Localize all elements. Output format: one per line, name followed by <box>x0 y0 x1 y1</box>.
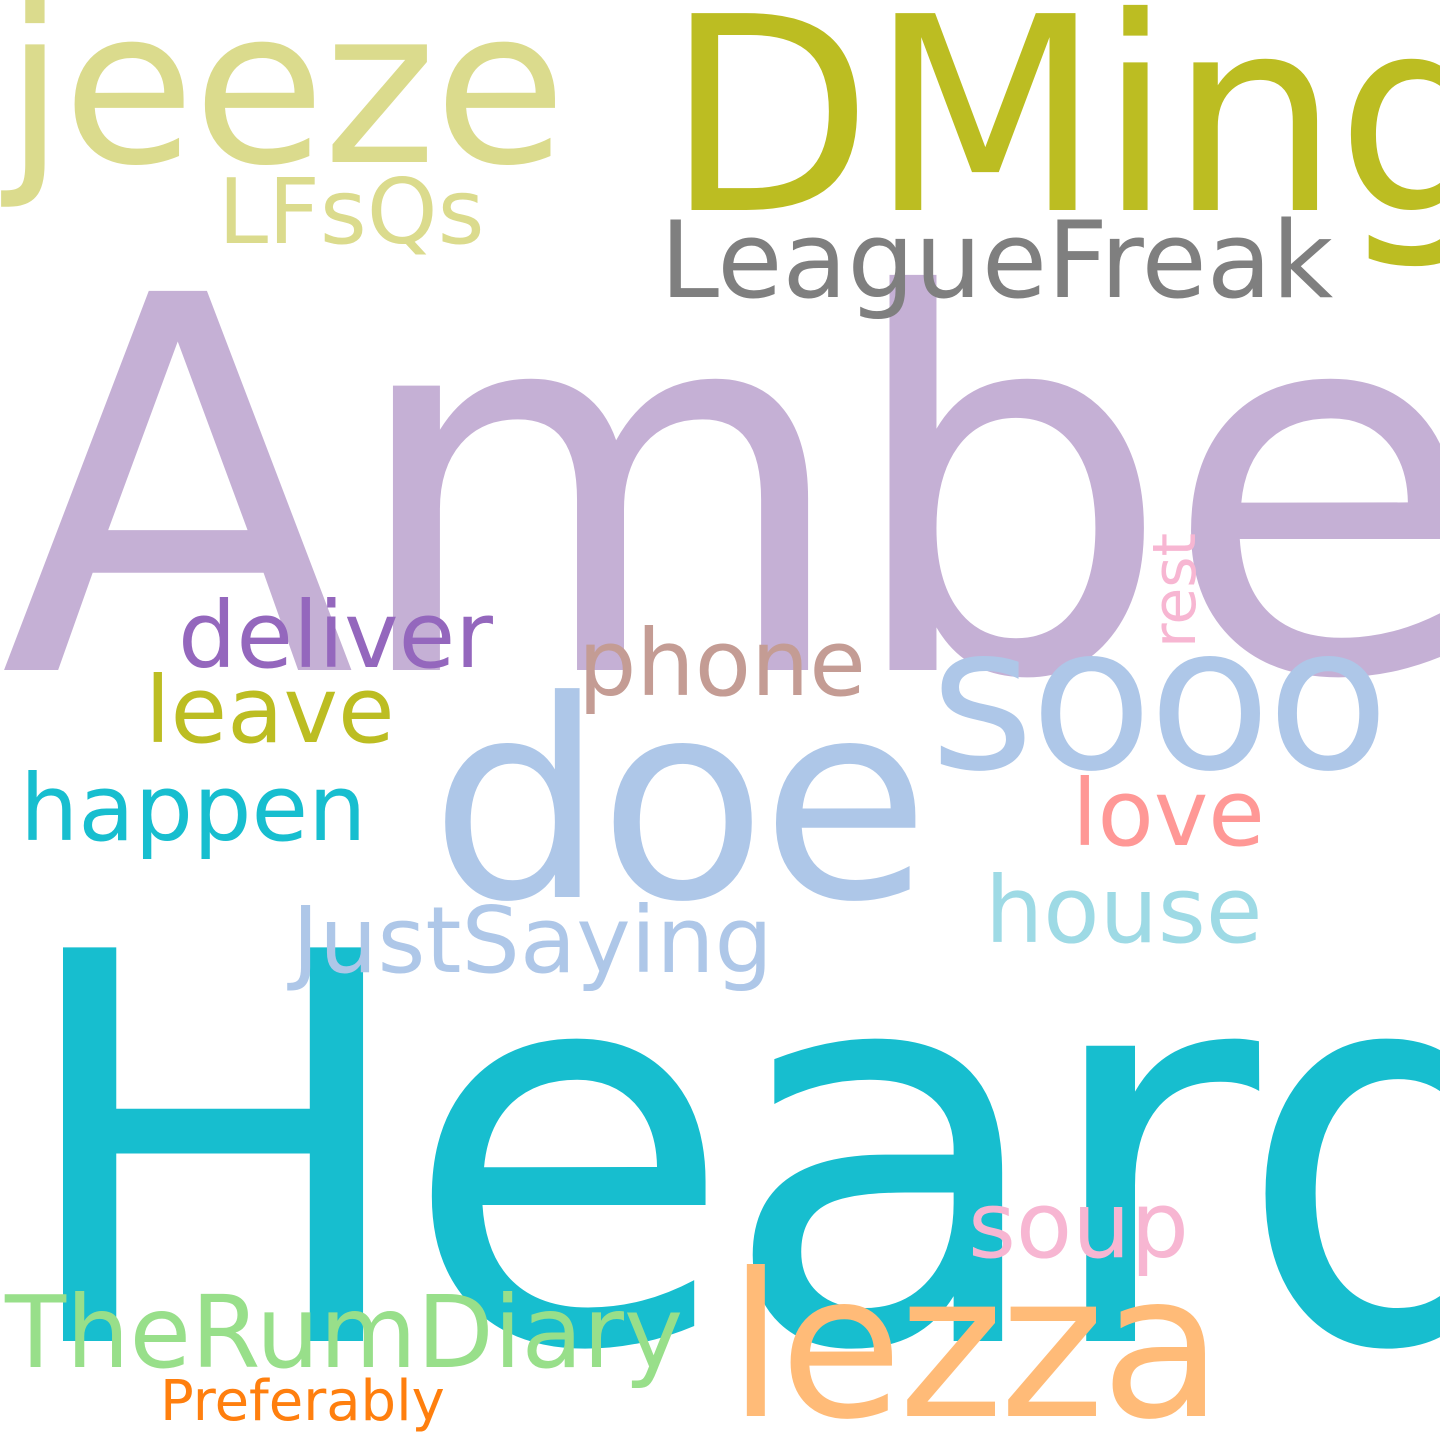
word-soup: soup <box>968 1172 1189 1279</box>
word-leaguefreak: LeagueFreak <box>660 199 1334 322</box>
word-lfsqs: LFsQs <box>218 160 485 265</box>
word-dming: DMing <box>665 0 1440 274</box>
word-justsaying: JustSaying <box>292 887 773 994</box>
word-house: house <box>985 857 1263 964</box>
word-happen: happen <box>20 755 367 862</box>
word-love: love <box>1072 760 1265 867</box>
word-therumdiary: TheRumDiary <box>5 1274 684 1391</box>
word-lezza: lezza <box>728 1231 1223 1440</box>
word-leave: leave <box>145 657 395 764</box>
word-deliver: deliver <box>178 582 493 689</box>
word-jeeze: jeeze <box>5 0 566 213</box>
word-phone: phone <box>578 610 866 717</box>
word-doe: doe <box>430 642 930 962</box>
word-amber: Amber <box>0 187 1440 793</box>
word-sooo: sooo <box>930 583 1389 816</box>
word-rest: rest <box>1140 532 1210 648</box>
word-heard: Heard <box>10 841 1440 1440</box>
word-preferably: Preferably <box>160 1369 445 1434</box>
